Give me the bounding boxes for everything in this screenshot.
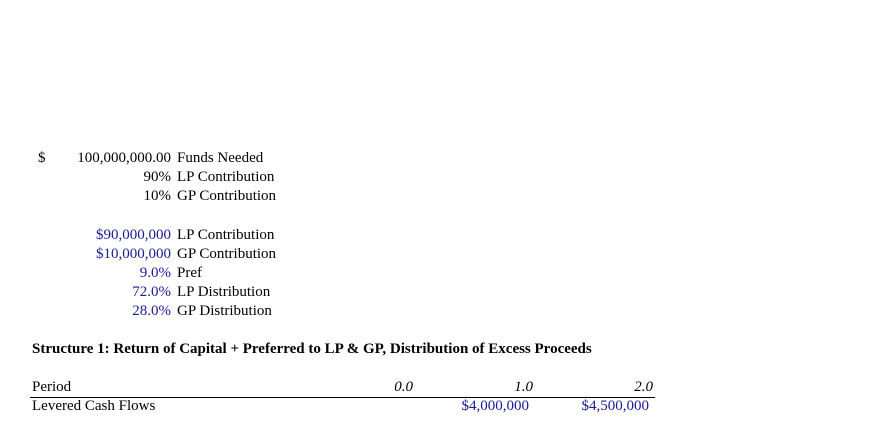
input-value: 100,000,000.00 <box>77 150 171 166</box>
input-value: 9.0% <box>139 265 171 281</box>
input-label: LP Distribution <box>177 284 271 300</box>
period-label: Period <box>32 379 72 395</box>
cash-flow: $4,000,000 <box>461 398 530 414</box>
input-label: Funds Needed <box>177 150 264 166</box>
input-value: 90% <box>143 169 172 185</box>
section-title: Structure 1: Return of Capital + Preferr… <box>32 341 592 357</box>
input-label: GP Contribution <box>177 246 277 262</box>
period-value: 0.0 <box>394 379 413 395</box>
row-label: Levered Cash Flows <box>32 398 156 414</box>
input-value: 28.0% <box>132 303 171 319</box>
input-value: $90,000,000 <box>96 227 171 243</box>
cash-flow: $4,500,000 <box>581 398 650 414</box>
period-value: 1.0 <box>514 379 533 395</box>
input-label: Pref <box>177 265 202 281</box>
input-value: $10,000,000 <box>96 246 171 262</box>
period-value: 2.0 <box>634 379 653 395</box>
input-label: GP Contribution <box>177 188 277 204</box>
input-label: LP Contribution <box>177 169 275 185</box>
currency-symbol: $ <box>38 150 46 166</box>
input-label: GP Distribution <box>177 303 272 319</box>
header-underline <box>30 397 655 398</box>
input-value: 72.0% <box>132 284 171 300</box>
input-value: 10% <box>143 188 172 204</box>
input-label: LP Contribution <box>177 227 275 243</box>
